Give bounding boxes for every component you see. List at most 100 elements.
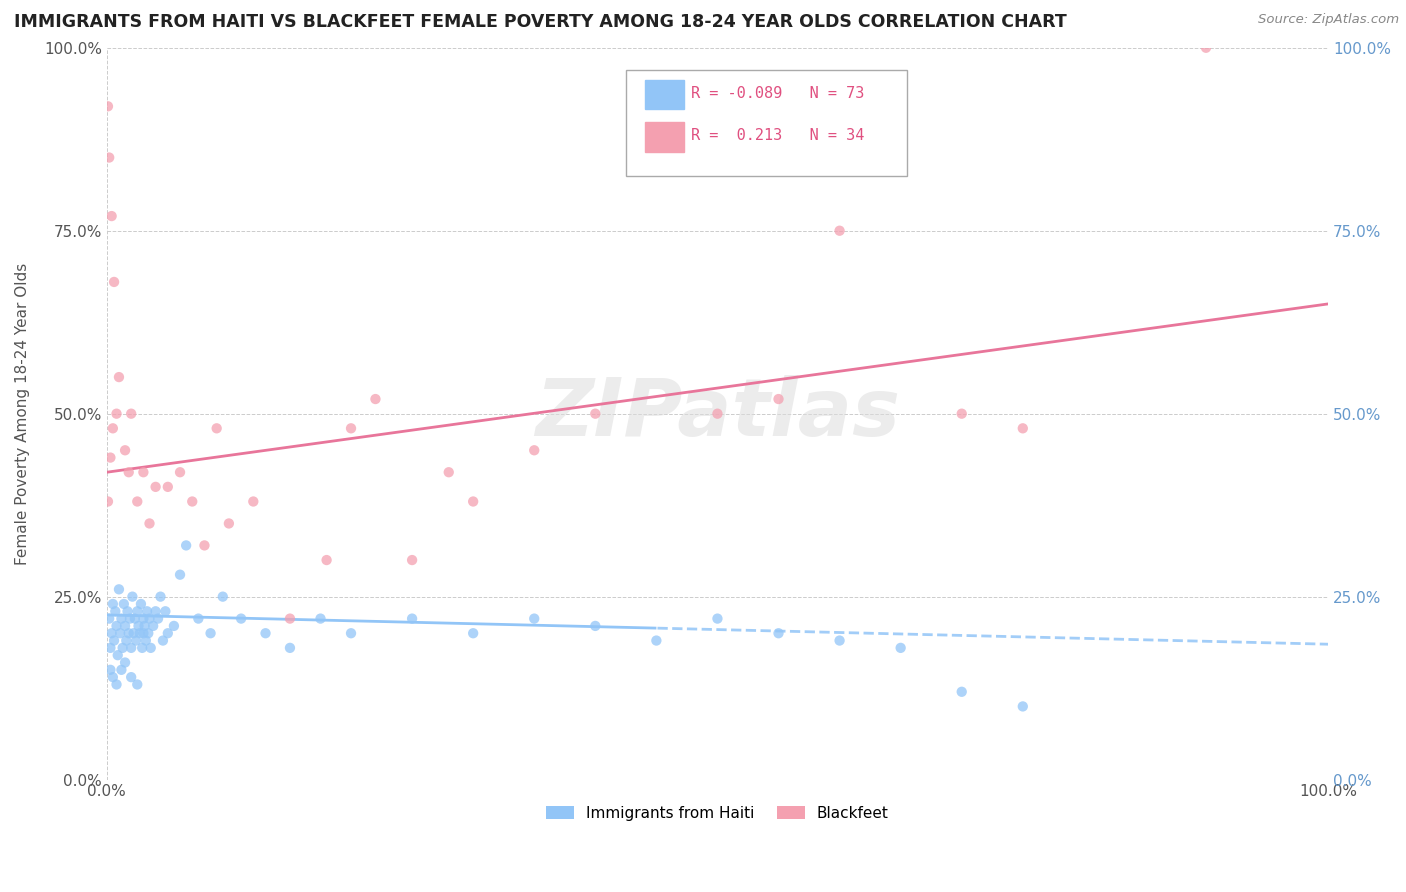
- Point: [768, 626, 790, 640]
- Point: [278, 611, 301, 625]
- Point: [108, 582, 131, 597]
- Point: [127, 677, 149, 691]
- Point: [120, 670, 142, 684]
- Point: [1011, 421, 1033, 435]
- Point: [463, 626, 485, 640]
- Y-axis label: Female Poverty Among 18-24 Year Olds: Female Poverty Among 18-24 Year Olds: [15, 262, 30, 565]
- Point: [122, 626, 145, 640]
- Point: [145, 604, 167, 618]
- Point: [100, 663, 122, 677]
- Point: [100, 209, 122, 223]
- Point: [135, 633, 157, 648]
- Point: [105, 619, 128, 633]
- Point: [950, 407, 973, 421]
- Point: [128, 626, 150, 640]
- Point: [706, 407, 728, 421]
- Point: [129, 597, 152, 611]
- Point: [181, 494, 204, 508]
- FancyBboxPatch shape: [645, 80, 685, 109]
- Point: [437, 465, 460, 479]
- Point: [187, 611, 209, 625]
- Point: [146, 611, 169, 625]
- FancyBboxPatch shape: [645, 122, 685, 152]
- Legend: Immigrants from Haiti, Blackfeet: Immigrants from Haiti, Blackfeet: [540, 799, 894, 827]
- Point: [155, 604, 177, 618]
- Point: [583, 619, 606, 633]
- Point: [120, 407, 142, 421]
- Point: [132, 626, 155, 640]
- Point: [828, 633, 851, 648]
- Point: [118, 465, 141, 479]
- Point: [114, 619, 136, 633]
- Point: [124, 611, 146, 625]
- Point: [136, 626, 159, 640]
- Point: [127, 604, 149, 618]
- Point: [1195, 41, 1218, 55]
- Point: [98, 611, 121, 625]
- Point: [706, 611, 728, 625]
- Point: [768, 392, 790, 406]
- Point: [315, 553, 337, 567]
- Point: [828, 224, 851, 238]
- Point: [139, 640, 162, 655]
- Point: [114, 656, 136, 670]
- Text: IMMIGRANTS FROM HAITI VS BLACKFEET FEMALE POVERTY AMONG 18-24 YEAR OLDS CORRELAT: IMMIGRANTS FROM HAITI VS BLACKFEET FEMAL…: [14, 13, 1067, 31]
- Point: [401, 611, 423, 625]
- Point: [132, 611, 155, 625]
- Point: [132, 465, 155, 479]
- Point: [125, 633, 148, 648]
- Point: [218, 516, 240, 531]
- Point: [108, 370, 131, 384]
- Point: [156, 626, 179, 640]
- Point: [149, 590, 172, 604]
- Text: ZIPatlas: ZIPatlas: [534, 375, 900, 452]
- Point: [142, 619, 165, 633]
- Point: [309, 611, 332, 625]
- Point: [131, 640, 153, 655]
- Point: [463, 494, 485, 508]
- Point: [100, 626, 122, 640]
- Point: [211, 590, 233, 604]
- Text: R = -0.089   N = 73: R = -0.089 N = 73: [690, 86, 863, 101]
- Point: [401, 553, 423, 567]
- Point: [117, 604, 139, 618]
- Point: [98, 151, 121, 165]
- Point: [114, 443, 136, 458]
- Point: [145, 480, 167, 494]
- Point: [138, 611, 160, 625]
- Point: [110, 611, 132, 625]
- Point: [950, 685, 973, 699]
- Point: [127, 494, 149, 508]
- Point: [101, 670, 124, 684]
- FancyBboxPatch shape: [626, 70, 907, 176]
- Point: [121, 590, 143, 604]
- Point: [100, 640, 122, 655]
- Point: [364, 392, 387, 406]
- Point: [118, 626, 141, 640]
- Point: [103, 275, 125, 289]
- Point: [110, 663, 132, 677]
- Point: [138, 516, 160, 531]
- Point: [583, 407, 606, 421]
- Point: [136, 604, 159, 618]
- Text: Source: ZipAtlas.com: Source: ZipAtlas.com: [1258, 13, 1399, 27]
- Point: [229, 611, 252, 625]
- Point: [112, 597, 135, 611]
- Point: [254, 626, 277, 640]
- Point: [134, 619, 156, 633]
- Point: [97, 99, 120, 113]
- Text: R =  0.213   N = 34: R = 0.213 N = 34: [690, 128, 863, 143]
- Point: [97, 494, 120, 508]
- Point: [152, 633, 174, 648]
- Point: [1011, 699, 1033, 714]
- Point: [107, 648, 129, 663]
- Point: [118, 611, 141, 625]
- Point: [193, 538, 215, 552]
- Point: [128, 619, 150, 633]
- Point: [105, 407, 128, 421]
- Point: [523, 611, 546, 625]
- Point: [169, 465, 191, 479]
- Point: [163, 619, 186, 633]
- Point: [174, 538, 197, 552]
- Point: [205, 421, 228, 435]
